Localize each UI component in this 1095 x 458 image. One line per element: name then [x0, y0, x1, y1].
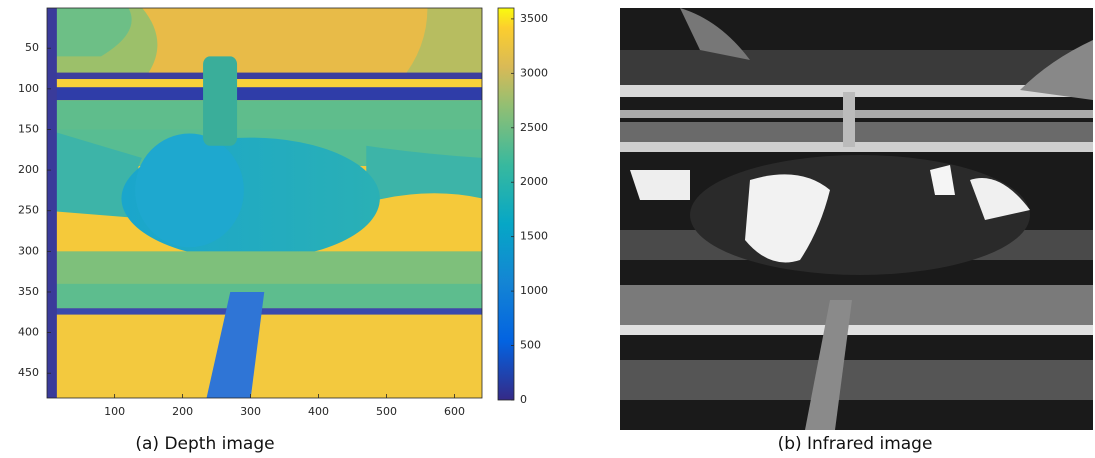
y-tick-label: 200 [18, 163, 39, 176]
x-tick-label: 100 [104, 405, 125, 418]
infrared-image [620, 8, 1093, 430]
x-tick-label: 300 [240, 405, 261, 418]
colorbar-tick-label: 1500 [520, 230, 548, 243]
colorbar-tick-label: 3000 [520, 66, 548, 79]
y-tick-label: 50 [25, 41, 39, 54]
colorbar-tick-label: 1000 [520, 284, 548, 297]
colorbar-tick-label: 2000 [520, 175, 548, 188]
y-tick-label: 100 [18, 82, 39, 95]
panel-caption: (b) Infrared image [778, 434, 933, 454]
axes-box [46, 7, 483, 399]
depth-image [47, 8, 482, 398]
colorbar [498, 8, 514, 400]
colorbar-tick-label: 3500 [520, 12, 548, 25]
y-tick-label: 300 [18, 244, 39, 257]
x-tick-label: 500 [376, 405, 397, 418]
colorbar-tick-label: 500 [520, 339, 541, 352]
y-tick-label: 350 [18, 285, 39, 298]
x-tick-label: 200 [172, 405, 193, 418]
panel-caption: (a) Depth image [135, 434, 274, 454]
colorbar-tick-label: 0 [520, 393, 527, 406]
y-tick-label: 400 [18, 326, 39, 339]
x-tick-label: 600 [444, 405, 465, 418]
x-tick-label: 400 [308, 405, 329, 418]
y-tick-label: 150 [18, 122, 39, 135]
colorbar-tick-label: 2500 [520, 121, 548, 134]
y-tick-label: 250 [18, 204, 39, 217]
colorbar-box [497, 7, 515, 401]
y-tick-label: 450 [18, 366, 39, 379]
